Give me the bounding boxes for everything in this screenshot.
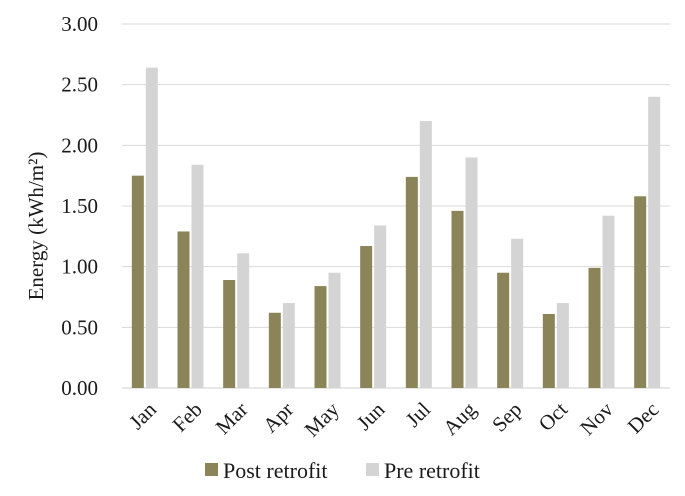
- bar-post-retrofit-jan: [131, 175, 144, 388]
- x-tick-label: Dec: [623, 397, 664, 438]
- bar-post-retrofit-feb: [177, 231, 190, 388]
- y-tick-label: 2.00: [61, 133, 98, 157]
- y-tick-label: 0.00: [61, 376, 98, 400]
- bar-pre-retrofit-feb: [191, 164, 204, 388]
- x-tick-label: Jun: [352, 397, 390, 435]
- bar-post-retrofit-apr: [268, 312, 281, 388]
- bar-post-retrofit-oct: [542, 313, 555, 388]
- x-tick-label: Feb: [168, 397, 207, 436]
- legend-swatch: [366, 463, 379, 476]
- x-tick-label: May: [300, 397, 345, 442]
- y-axis-label: Energy (kWh/m²): [24, 152, 48, 301]
- bars: [131, 67, 661, 389]
- bar-pre-retrofit-may: [328, 272, 341, 388]
- x-tick-label: Oct: [534, 397, 573, 436]
- legend-label: Post retrofit: [223, 458, 328, 483]
- x-tick-label: Mar: [211, 397, 253, 439]
- bar-post-retrofit-jun: [360, 246, 373, 388]
- x-tick-label: Nov: [575, 397, 618, 440]
- y-tick-label: 0.50: [61, 315, 98, 339]
- bar-pre-retrofit-oct: [556, 303, 569, 388]
- x-tick-label: Jan: [124, 397, 161, 434]
- bar-post-retrofit-nov: [588, 267, 601, 388]
- bar-pre-retrofit-sep: [511, 238, 524, 388]
- x-tick-label: Sep: [487, 397, 526, 436]
- bar-pre-retrofit-jun: [374, 225, 387, 388]
- y-tick-label: 3.00: [61, 12, 98, 36]
- legend: Post retrofit Pre retrofit: [205, 458, 480, 483]
- bar-pre-retrofit-aug: [465, 157, 478, 388]
- legend-label: Pre retrofit: [384, 458, 480, 483]
- bar-pre-retrofit-jul: [419, 121, 432, 389]
- bar-post-retrofit-may: [314, 286, 327, 388]
- x-tick-label: Jul: [401, 397, 435, 431]
- bar-post-retrofit-mar: [223, 280, 236, 388]
- bar-pre-retrofit-mar: [237, 253, 250, 388]
- y-tick-label: 1.50: [61, 194, 98, 218]
- bar-post-retrofit-aug: [451, 210, 464, 388]
- y-tick-label: 2.50: [61, 73, 98, 97]
- bar-post-retrofit-dec: [634, 196, 647, 388]
- gridlines: [122, 23, 670, 389]
- y-tick-label: 1.00: [61, 255, 98, 279]
- y-tick-labels: 0.00 0.50 1.00 1.50 2.00 2.50 3.00: [61, 12, 98, 400]
- legend-swatch: [205, 463, 218, 476]
- bar-post-retrofit-sep: [497, 272, 510, 388]
- x-tick-labels: Jan Feb Mar Apr May Jun Jul Aug Sep Oct Nov Dec: [124, 397, 663, 442]
- bar-post-retrofit-jul: [405, 176, 418, 388]
- bar-pre-retrofit-jan: [145, 67, 158, 389]
- bar-pre-retrofit-dec: [648, 96, 661, 389]
- x-tick-label: Aug: [438, 397, 481, 440]
- bar-pre-retrofit-apr: [282, 303, 295, 388]
- x-tick-label: Apr: [258, 397, 298, 437]
- bar-pre-retrofit-nov: [602, 215, 615, 388]
